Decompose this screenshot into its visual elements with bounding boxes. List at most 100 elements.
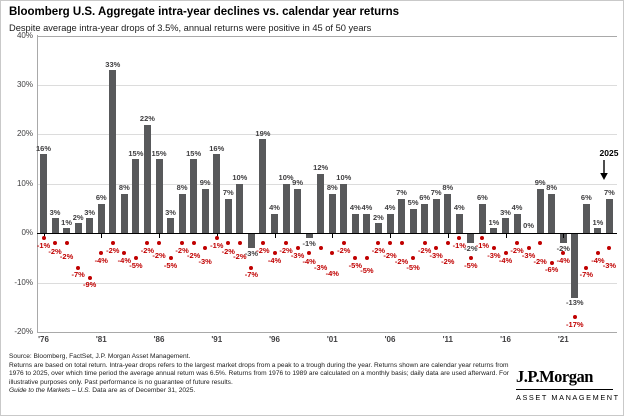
down-arrow-icon bbox=[600, 160, 608, 180]
bar-label-1983: 8% bbox=[118, 183, 130, 193]
bar-label-2021: -2% bbox=[556, 243, 570, 253]
gtm-title: Guide to the Markets – U.S. bbox=[9, 387, 91, 395]
dot-1997 bbox=[284, 241, 289, 246]
dot-1983 bbox=[122, 251, 127, 256]
bar-label-1992: 7% bbox=[222, 188, 234, 198]
decline-label-1976: -1% bbox=[36, 240, 51, 250]
decline-label-1985: -2% bbox=[140, 245, 155, 255]
decline-label-1995: -2% bbox=[256, 245, 270, 255]
bar-label-1986: 15% bbox=[151, 148, 167, 158]
bar-2000 bbox=[317, 173, 325, 234]
bar-2002 bbox=[340, 183, 348, 234]
bar-label-2013: -2% bbox=[464, 243, 478, 253]
bar-label-1999: -1% bbox=[302, 238, 316, 248]
decline-label-2016: -4% bbox=[498, 256, 513, 266]
bar-label-2017: 4% bbox=[511, 203, 523, 213]
dot-1980 bbox=[87, 275, 92, 280]
decline-label-2008: -5% bbox=[406, 263, 420, 273]
bar-label-1996: 4% bbox=[269, 203, 280, 213]
grid-line bbox=[37, 84, 617, 86]
dot-1981 bbox=[99, 251, 104, 256]
decline-label-2007: -2% bbox=[394, 257, 409, 267]
bar-2010 bbox=[432, 198, 440, 234]
dot-2015 bbox=[491, 246, 496, 251]
x-axis-tick bbox=[447, 234, 449, 239]
bar-2006 bbox=[386, 213, 394, 234]
chart-title: Bloomberg U.S. Aggregate intra-year decl… bbox=[9, 6, 400, 18]
bar-2020 bbox=[548, 193, 556, 234]
dot-1994 bbox=[249, 265, 254, 270]
x-axis-tick bbox=[563, 234, 565, 239]
bar-label-1998: 9% bbox=[292, 178, 304, 188]
bar-1999 bbox=[305, 233, 313, 239]
dot-2009 bbox=[422, 241, 427, 246]
dot-2016 bbox=[503, 251, 508, 256]
dot-1991 bbox=[214, 236, 219, 241]
decline-label-2018: -3% bbox=[521, 251, 536, 261]
decline-label-2002: -2% bbox=[337, 245, 351, 255]
x-axis-tick bbox=[274, 234, 276, 239]
decline-label-1978: -2% bbox=[59, 252, 74, 262]
decline-label-2010: -3% bbox=[429, 251, 443, 261]
bar-2013 bbox=[467, 233, 475, 244]
grid-line bbox=[37, 282, 617, 284]
bar-label-1987: 3% bbox=[165, 207, 176, 217]
bar-1978 bbox=[63, 228, 71, 234]
dot-1987 bbox=[168, 256, 173, 261]
decline-label-2024: -4% bbox=[591, 255, 605, 265]
bar-label-2015: 1% bbox=[488, 217, 500, 227]
dot-2012 bbox=[457, 236, 462, 241]
decline-label-2025: -3% bbox=[602, 261, 617, 271]
bar-label-1994: -3% bbox=[244, 248, 259, 258]
bar-label-1989: 15% bbox=[186, 148, 202, 158]
decline-label-1992: -2% bbox=[221, 246, 235, 256]
dot-2017 bbox=[515, 241, 520, 246]
decline-label-1997: -2% bbox=[279, 245, 293, 255]
bar-label-1981: 6% bbox=[95, 193, 107, 203]
decline-label-2013: -5% bbox=[464, 260, 478, 270]
dot-1993 bbox=[237, 241, 242, 246]
dot-1998 bbox=[295, 246, 300, 251]
bar-label-2022: -13% bbox=[566, 298, 584, 308]
bar-1996 bbox=[271, 213, 278, 234]
decline-label-2022: -17% bbox=[566, 319, 584, 329]
decline-label-1979: -7% bbox=[71, 270, 85, 280]
dot-1985 bbox=[145, 241, 150, 246]
y-axis-label: 30% bbox=[16, 79, 33, 89]
y-axis-label: 40% bbox=[16, 30, 33, 40]
dot-1977 bbox=[53, 241, 58, 246]
decline-label-2006: -2% bbox=[383, 251, 397, 261]
dot-2013 bbox=[468, 256, 473, 261]
dot-2003 bbox=[353, 256, 358, 261]
x-axis-label: '81 bbox=[95, 335, 107, 344]
bar-label-2000: 12% bbox=[313, 163, 329, 173]
x-axis-zero-line bbox=[37, 232, 617, 235]
dot-2011 bbox=[445, 241, 450, 246]
dot-2004 bbox=[364, 256, 369, 261]
decline-label-1996: -4% bbox=[267, 255, 282, 265]
dot-2001 bbox=[330, 251, 335, 256]
bar-1979 bbox=[74, 223, 82, 234]
bar-label-2016: 3% bbox=[500, 207, 511, 217]
bar-2007 bbox=[398, 198, 406, 234]
dot-1984 bbox=[133, 256, 138, 261]
bar-1987 bbox=[167, 218, 175, 234]
bar-label-2020: 8% bbox=[546, 183, 558, 193]
bar-label-1982: 33% bbox=[105, 59, 121, 69]
dot-2008 bbox=[411, 256, 416, 261]
dot-1990 bbox=[203, 246, 208, 251]
bar-1991 bbox=[213, 154, 221, 234]
decline-label-1982: -2% bbox=[106, 245, 120, 255]
y-axis-label: -20% bbox=[14, 327, 33, 337]
bar-label-1976: 16% bbox=[35, 143, 51, 153]
chart-area: 40% 30% 20% 10% 0% -10% -20% 16% 3% 1% 2% 3% 6% 33% 8%… bbox=[1, 1, 623, 351]
decline-label-1989: -2% bbox=[186, 251, 201, 261]
dot-1992 bbox=[226, 241, 231, 246]
x-axis-label: '76 bbox=[38, 335, 49, 344]
decline-label-2004: -5% bbox=[360, 266, 374, 276]
dot-2010 bbox=[434, 246, 439, 251]
x-axis-tick bbox=[101, 234, 103, 239]
dot-2018 bbox=[526, 246, 531, 251]
decline-label-2012: -1% bbox=[452, 240, 466, 250]
dot-2014 bbox=[480, 236, 485, 241]
